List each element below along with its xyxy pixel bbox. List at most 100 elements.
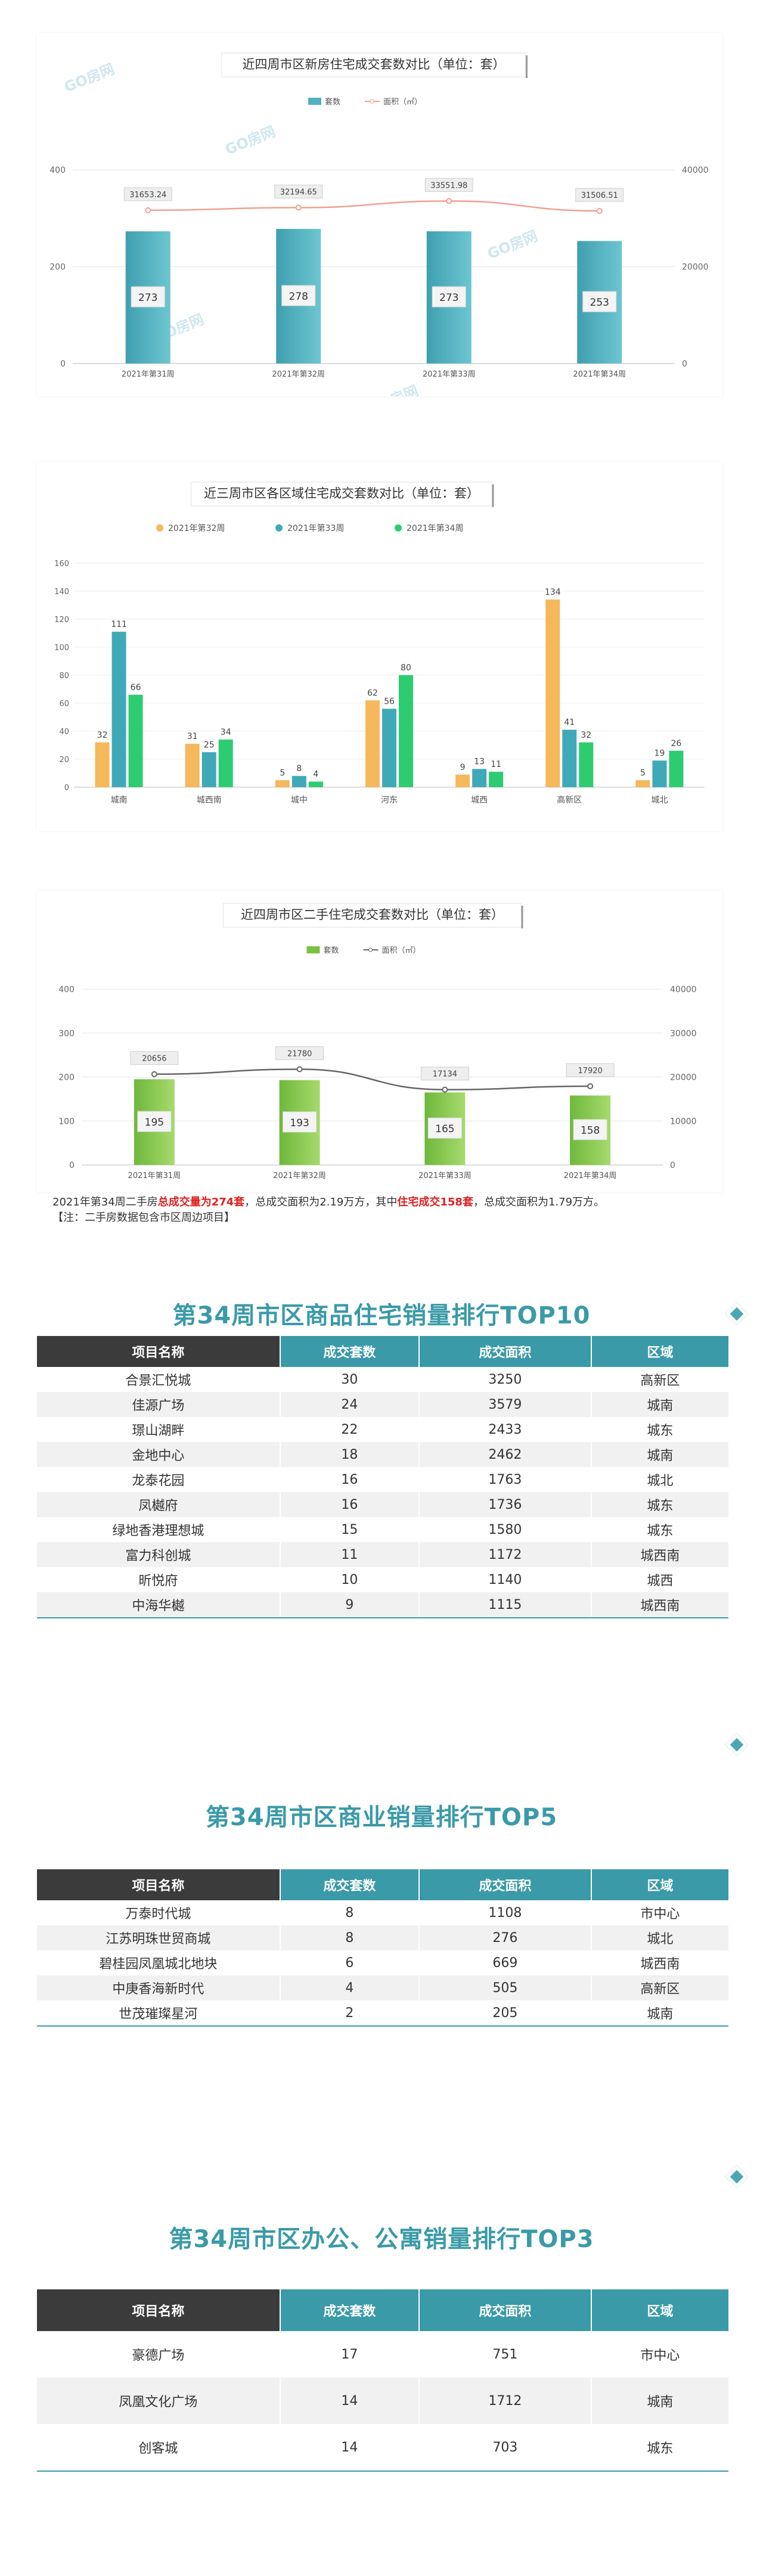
residential-top10-title: 第34周市区商品住宅销量排行TOP10 [172,1302,591,1329]
table-header-row: 项目名称 成交套数 成交面积 区域 [37,1869,728,1900]
bar-value-label: 5 [640,768,646,778]
chart-title-shadow [526,55,528,78]
x-tick-label: 河东 [381,796,398,805]
line-point [295,204,302,211]
line-value-label: 32194.65 [280,188,317,197]
cell-region: 城南 [591,2000,728,2027]
cell-name: 凤凰文化广场 [37,2378,281,2424]
cell-units: 4 [280,1975,420,2000]
legend-marker [368,947,373,952]
watermark-text: GO房网 [62,61,117,96]
district-weekly-chart: 近三周市区各区域住宅成交套数对比（单位：套） 2021年第32周 2021年第33周… [54,481,705,805]
chart-title-shadow [521,906,523,928]
series-line [154,1068,591,1090]
note-text: ，总成交面积为1.79万方。 [473,1196,605,1208]
table-row: 富力科创城 11 1172 城西南 [37,1542,728,1567]
cell-region: 城南 [591,2378,728,2424]
y-tick-label: 400 [58,985,75,995]
bar-value-box [573,1119,607,1141]
cell-units: 10 [280,1567,420,1592]
bar-value-box [427,1117,462,1139]
bar [218,739,233,787]
chart-title: 近三周市区各区域住宅成交套数对比（单位：套） [204,486,479,501]
bar-value-box [432,286,466,307]
cell-region: 城北 [647,1474,674,1489]
legend-swatch [308,98,321,105]
bar-value-label: 253 [590,297,609,309]
y2-tick-label: 10000 [670,1117,697,1126]
cell-area: 505 [418,1975,592,2000]
resale-summary: 2021年第34周二手房总成交量为274套，总成交面积为2.19万方，其中住宅成… [52,1195,738,1210]
bar-value-label: 31 [187,732,198,741]
y-tick-label: 400 [49,166,66,175]
legend-label: 套数 [324,946,339,955]
bar [201,752,216,787]
legend-swatch [156,524,163,532]
col-area-header: 成交面积 [418,1336,592,1367]
commercial-top5-table: 项目名称 成交套数 成交面积 区域 万泰时代城 8 1108 市中心 江苏明珠世贸商城 8… [37,1869,728,2027]
col-name-header: 项目名称 [37,2289,281,2331]
cell-units: 14 [280,2424,420,2472]
cell-units: 18 [280,1442,420,1467]
table-row: 豪德广场 17 751 市中心 [37,2331,728,2378]
table-row: 创客城 14 703 城东 [37,2424,728,2472]
bar-value-label: 9 [460,763,466,772]
note-text: 2021年第34周二手房 [52,1196,158,1208]
table-row: 金地中心 18 2462 城南 [37,1442,728,1467]
resale-chart-card: 近四周市区二手住宅成交套数对比（单位：套） 套数 面积（㎡） 0 100 200 300 40… [37,891,722,1192]
bar-value-box [281,285,316,306]
y-tick-label: 200 [58,1073,75,1083]
note-text: ，总成交面积为2.19万方，其中 [244,1196,398,1208]
cell-units: 30 [280,1367,420,1392]
bar-value-label: 25 [204,740,215,750]
bar-value-label: 26 [671,739,682,748]
x-tick-label: 2021年第33周 [418,1172,472,1180]
x-tick-label: 城南 [111,796,128,805]
cell-area: 1580 [418,1517,592,1542]
line-point [587,1083,594,1089]
chart-title-box [191,481,492,507]
bar [111,632,126,787]
bar-value-label: 165 [435,1123,454,1135]
col-region-header: 区域 [591,1869,728,1900]
line-value-box [420,1067,469,1081]
y-tick-label: 300 [58,1029,75,1039]
line-value-box [274,184,323,198]
watermark-text: GO房网 [223,123,278,159]
cell-units: 2 [280,2000,420,2027]
bar-value-label: 134 [545,588,561,597]
bar-value-label: 32 [581,731,591,740]
bar-value-label: 4 [313,770,318,779]
cell-name: 富力科创城 [37,1542,281,1567]
line-point [446,198,452,204]
legend-label: 2021年第32周 [168,523,225,533]
watermark-text: GO房网 [366,383,421,396]
table-row: 碧桂园凤凰城北地块 6 669 城西南 [37,1950,728,1975]
line-point [296,1066,303,1073]
bar [382,709,396,787]
x-tick-label: 高新区 [557,795,582,805]
bar-value-label: 8 [296,764,302,773]
y-tick-label: 20 [59,756,69,765]
bar [399,675,413,787]
bar [652,760,667,787]
col-name-header: 项目名称 [37,1336,281,1367]
col-region-header: 区域 [591,1336,728,1367]
cell-region: 城西南 [591,1542,728,1567]
cell-region: 城西 [647,1574,674,1589]
cell-area: 1736 [418,1492,592,1517]
line-value-box [275,1046,324,1060]
cell-area: 1140 [418,1567,592,1592]
x-tick-label: 2021年第31周 [128,1172,181,1180]
bar-value-label: 193 [290,1117,309,1129]
series-line [148,200,600,212]
office-top3-title: 第34周市区办公、公寓销量排行TOP3 [169,2226,594,2253]
bar-value-label: 273 [138,292,157,304]
cell-units: 24 [280,1392,420,1417]
col-area-header: 成交面积 [418,2289,592,2331]
legend-swatch [395,524,402,532]
cell-region: 市中心 [640,1907,680,1922]
line-value-box [566,1063,615,1077]
cell-units: 8 [280,1900,420,1925]
cell-name: 龙泰花园 [37,1467,281,1492]
